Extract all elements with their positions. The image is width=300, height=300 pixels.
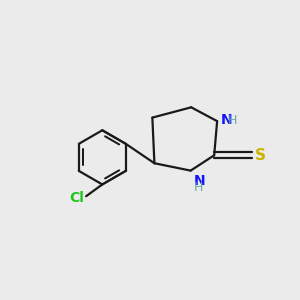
Text: H: H bbox=[194, 181, 203, 194]
Text: N: N bbox=[221, 113, 232, 127]
Text: N: N bbox=[194, 174, 205, 188]
Text: H: H bbox=[228, 114, 237, 127]
Text: Cl: Cl bbox=[69, 191, 84, 205]
Text: S: S bbox=[254, 148, 266, 163]
